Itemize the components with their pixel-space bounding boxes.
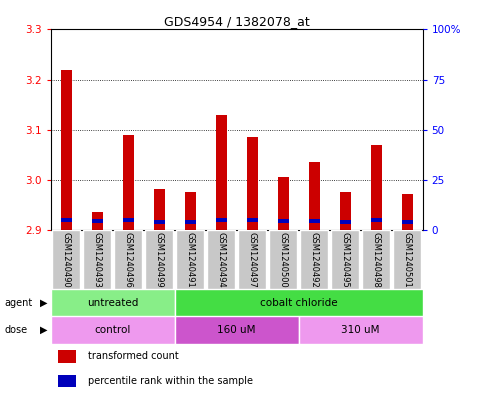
Bar [185,220,196,224]
Bar [371,145,382,230]
Text: GSM1240497: GSM1240497 [248,231,256,288]
Bar [340,192,351,230]
Text: ▶: ▶ [40,298,47,308]
Text: GSM1240495: GSM1240495 [341,231,350,287]
Bar [123,135,134,230]
Text: GSM1240500: GSM1240500 [279,231,288,287]
Text: cobalt chloride: cobalt chloride [260,298,338,308]
Text: percentile rank within the sample: percentile rank within the sample [88,376,253,386]
Text: GSM1240494: GSM1240494 [217,231,226,287]
Bar [278,219,288,223]
Title: GDS4954 / 1382078_at: GDS4954 / 1382078_at [164,15,310,28]
Bar [331,230,359,289]
Bar [154,189,165,230]
Text: GSM1240496: GSM1240496 [124,231,133,288]
Bar [309,162,320,230]
Text: dose: dose [5,325,28,335]
Text: control: control [95,325,131,335]
Bar [58,375,76,387]
Text: untreated: untreated [87,298,139,308]
Bar [145,230,173,289]
Bar [185,192,196,230]
Text: 160 uM: 160 uM [217,325,256,335]
Bar [340,220,351,224]
Bar [92,219,102,223]
Bar [216,115,227,230]
Bar [176,230,204,289]
Text: agent: agent [5,298,33,308]
Bar [83,230,111,289]
Bar [269,230,297,289]
Text: GSM1240498: GSM1240498 [371,231,381,288]
Text: transformed count: transformed count [88,351,179,362]
Bar [393,230,421,289]
Bar [247,137,257,230]
Bar [298,316,423,344]
Text: 310 uM: 310 uM [341,325,380,335]
Bar [216,219,227,222]
Bar [309,219,320,223]
Text: GSM1240491: GSM1240491 [185,231,195,287]
Text: GSM1240492: GSM1240492 [310,231,319,287]
Text: GSM1240490: GSM1240490 [62,231,71,287]
Bar [51,316,175,344]
Bar [92,212,102,230]
Text: ▶: ▶ [40,325,47,335]
Bar [175,316,298,344]
Bar [123,219,134,222]
Bar [247,219,257,222]
Bar [300,230,328,289]
Bar [175,289,423,316]
Bar [61,219,71,222]
Bar [58,350,76,362]
Bar [402,220,412,224]
Bar [371,219,382,222]
Bar [207,230,235,289]
Bar [278,177,288,230]
Text: GSM1240499: GSM1240499 [155,231,164,287]
Bar [61,70,71,230]
Bar [51,289,175,316]
Bar [238,230,266,289]
Bar [362,230,390,289]
Bar [52,230,80,289]
Bar [154,220,165,224]
Text: GSM1240493: GSM1240493 [93,231,102,288]
Text: GSM1240501: GSM1240501 [403,231,412,287]
Bar [402,194,412,230]
Bar [114,230,142,289]
